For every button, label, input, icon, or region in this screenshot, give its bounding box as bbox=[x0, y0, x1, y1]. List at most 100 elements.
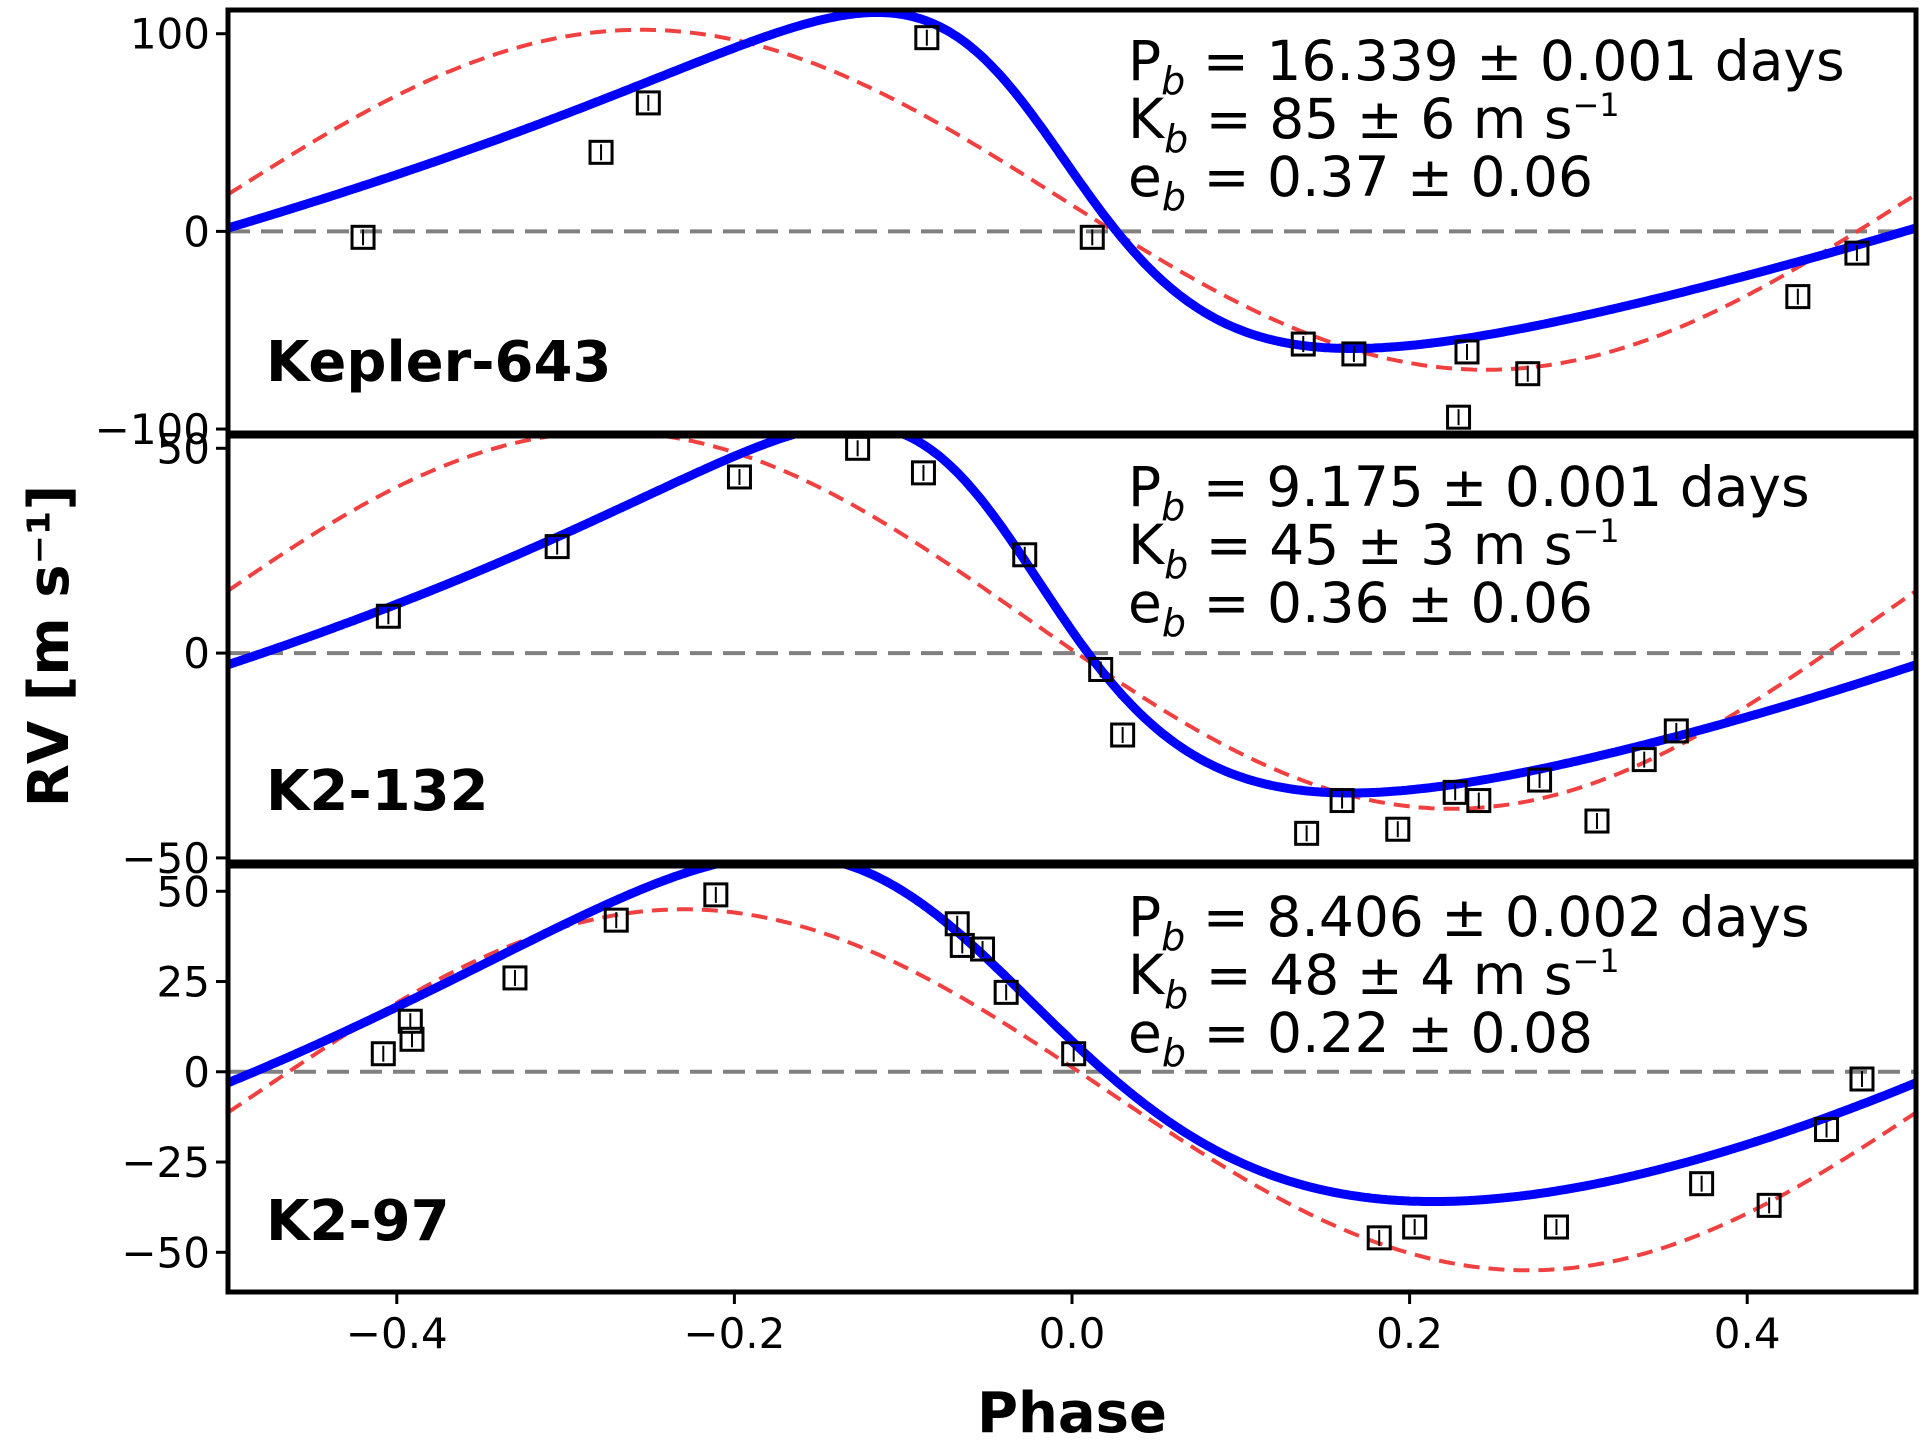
param-subscript: b bbox=[1161, 915, 1185, 959]
data-point bbox=[1814, 1117, 1840, 1143]
param-superscript: −1 bbox=[1572, 86, 1619, 124]
data-point bbox=[1088, 656, 1114, 682]
param-symbol: K bbox=[1128, 943, 1166, 1007]
param-symbol: e bbox=[1128, 145, 1162, 209]
param-symbol: P bbox=[1128, 455, 1161, 519]
param-value: = 16.339 ± 0.001 days bbox=[1185, 29, 1844, 93]
param-line: eb = 0.36 ± 0.06 bbox=[1128, 571, 1593, 645]
data-point bbox=[1079, 224, 1105, 250]
data-point bbox=[370, 1041, 396, 1067]
x-axis-label: Phase bbox=[977, 1381, 1167, 1440]
data-point bbox=[703, 882, 729, 908]
data-point bbox=[544, 534, 570, 560]
data-point bbox=[910, 460, 936, 486]
data-point bbox=[1663, 718, 1689, 744]
data-point bbox=[603, 907, 629, 933]
param-subscript: b bbox=[1164, 117, 1188, 161]
param-value: = 45 ± 3 m s bbox=[1188, 513, 1572, 577]
data-point bbox=[1785, 284, 1811, 310]
param-subscript: b bbox=[1164, 973, 1188, 1017]
param-symbol: K bbox=[1128, 513, 1166, 577]
data-point bbox=[1402, 1214, 1428, 1240]
y-tick-label: 25 bbox=[157, 958, 210, 1007]
data-point bbox=[1329, 788, 1355, 814]
param-subscript: b bbox=[1162, 175, 1186, 219]
data-point bbox=[1466, 788, 1492, 814]
param-subscript: b bbox=[1162, 1031, 1186, 1075]
circular-fit-curve bbox=[228, 436, 1916, 811]
data-point bbox=[1631, 747, 1657, 773]
param-value: = 9.175 ± 0.001 days bbox=[1185, 455, 1809, 519]
data-point bbox=[375, 603, 401, 629]
panel-frame bbox=[225, 7, 1919, 436]
panel-name: Kepler-643 bbox=[266, 330, 611, 395]
data-point bbox=[1543, 1214, 1569, 1240]
y-tick-label: 0 bbox=[183, 207, 210, 256]
keplerian-fit-curve bbox=[228, 866, 1916, 1206]
y-tick-label: 0 bbox=[183, 1048, 210, 1097]
panel-0: 100 0 −100 Kepler-643 Pb = 16.339 ± 0.001 da… bbox=[95, 7, 1919, 454]
data-point bbox=[1689, 1171, 1715, 1197]
y-tick-label: −50 bbox=[121, 834, 210, 883]
param-line: eb = 0.37 ± 0.06 bbox=[1128, 145, 1593, 219]
param-symbol: P bbox=[1128, 885, 1161, 949]
y-tick-label: 50 bbox=[157, 867, 210, 916]
param-value: = 48 ± 4 m s bbox=[1188, 943, 1572, 1007]
data-point bbox=[350, 224, 376, 250]
param-symbol: K bbox=[1128, 87, 1166, 151]
data-point bbox=[588, 139, 614, 165]
data-point bbox=[1527, 767, 1553, 793]
keplerian-fit-curve bbox=[228, 10, 1916, 353]
x-tick-label: −0.2 bbox=[683, 1309, 785, 1358]
param-superscript: −1 bbox=[1572, 512, 1619, 550]
data-point bbox=[1341, 341, 1367, 367]
data-point bbox=[1454, 339, 1480, 365]
x-tick-label: 0.2 bbox=[1376, 1309, 1443, 1358]
data-point bbox=[1110, 722, 1136, 748]
param-line: Kb = 48 ± 4 m s−1 bbox=[1128, 942, 1620, 1017]
param-subscript: b bbox=[1161, 485, 1185, 529]
data-point bbox=[1446, 404, 1472, 430]
data-point bbox=[1294, 820, 1320, 846]
data-point bbox=[993, 979, 1019, 1005]
data-point bbox=[1290, 331, 1316, 357]
param-line: Pb = 8.406 ± 0.002 days bbox=[1128, 885, 1810, 959]
param-line: Pb = 9.175 ± 0.001 days bbox=[1128, 455, 1810, 529]
param-subscript: b bbox=[1162, 601, 1186, 645]
data-point bbox=[1756, 1192, 1782, 1218]
y-tick-label: −50 bbox=[121, 1228, 210, 1277]
param-value: = 0.37 ± 0.06 bbox=[1186, 145, 1593, 209]
param-value: = 0.22 ± 0.08 bbox=[1186, 1001, 1593, 1065]
circular-fit-curve bbox=[228, 907, 1916, 1273]
param-subscript: b bbox=[1164, 543, 1188, 587]
data-point bbox=[914, 25, 940, 51]
x-tick-label: −0.4 bbox=[346, 1309, 448, 1358]
param-superscript: −1 bbox=[1572, 942, 1619, 980]
param-line: Kb = 85 ± 6 m s−1 bbox=[1128, 86, 1620, 161]
x-axis: −0.4 −0.2 0.0 0.2 0.4 bbox=[346, 1292, 1781, 1358]
data-point bbox=[502, 965, 528, 991]
x-tick-label: 0.4 bbox=[1714, 1309, 1781, 1358]
data-point bbox=[1366, 1225, 1392, 1251]
param-subscript: b bbox=[1161, 59, 1185, 103]
panel-name: K2-97 bbox=[266, 1189, 450, 1254]
data-point bbox=[399, 1026, 425, 1052]
data-point bbox=[1061, 1041, 1087, 1067]
param-line: Pb = 16.339 ± 0.001 days bbox=[1128, 29, 1845, 103]
data-point bbox=[726, 464, 752, 490]
param-value: = 85 ± 6 m s bbox=[1188, 87, 1572, 151]
param-value: = 8.406 ± 0.002 days bbox=[1185, 885, 1809, 949]
data-point bbox=[949, 932, 975, 958]
param-symbol: e bbox=[1128, 571, 1162, 635]
y-tick-label: 50 bbox=[157, 424, 210, 473]
y-tick-label: −100 bbox=[95, 405, 210, 454]
data-point bbox=[1385, 816, 1411, 842]
y-axis-label: RV [m s⁻¹] bbox=[17, 485, 82, 807]
data-point bbox=[635, 90, 661, 116]
data-point bbox=[1442, 779, 1468, 805]
param-value: = 0.36 ± 0.06 bbox=[1186, 571, 1593, 635]
